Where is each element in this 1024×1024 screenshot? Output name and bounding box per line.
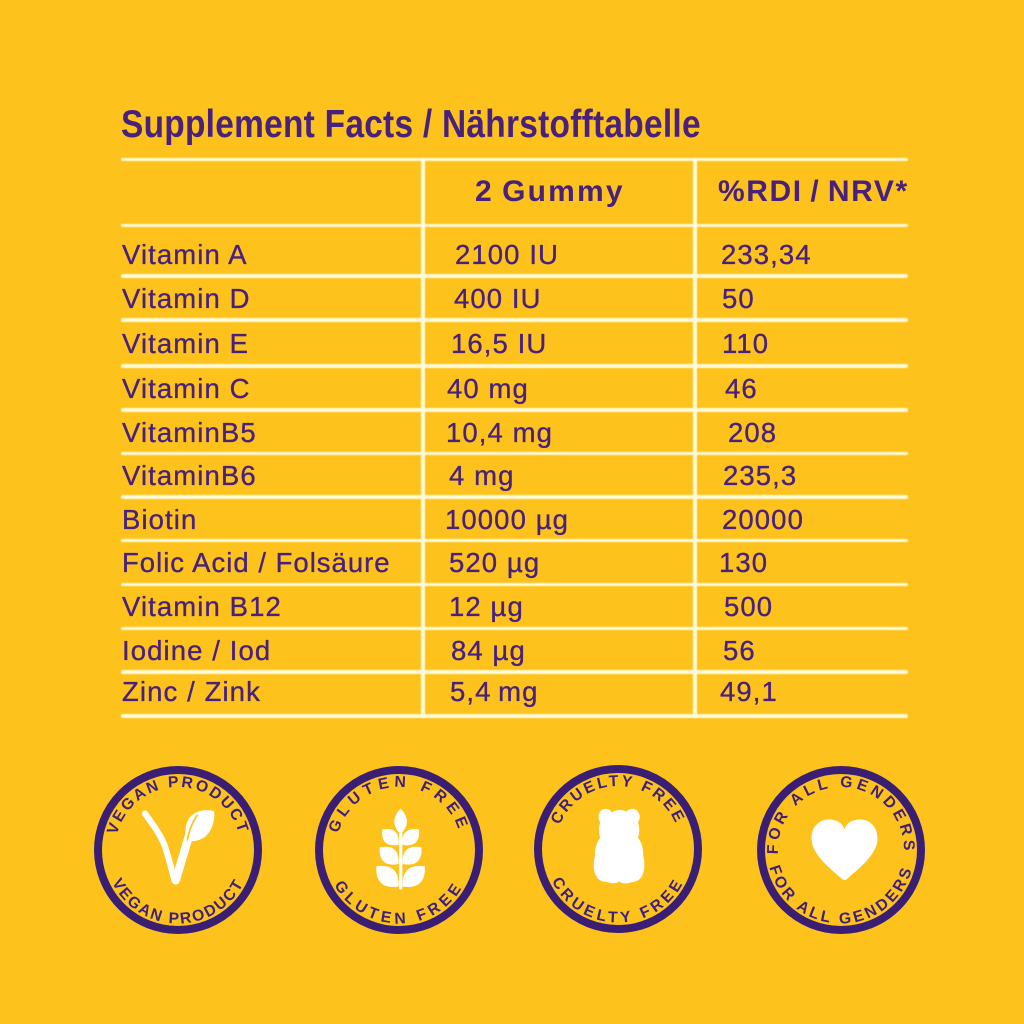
svg-text:GLUTEN FREE: GLUTEN FREE	[330, 878, 467, 928]
svg-text:VEGAN PRODUCT: VEGAN PRODUCT	[104, 774, 252, 837]
